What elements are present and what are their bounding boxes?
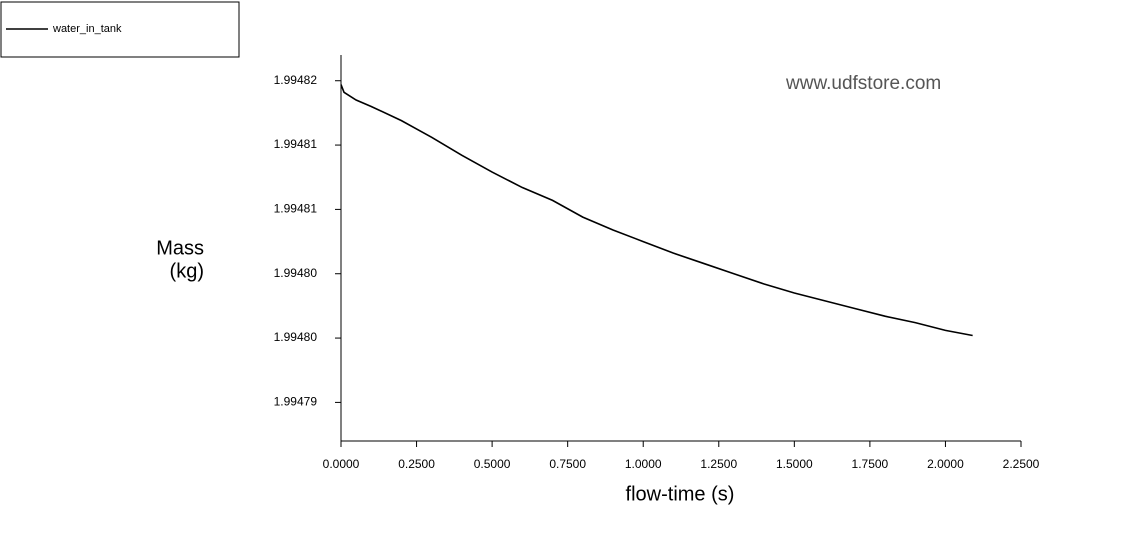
y-axis-label: Mass [156, 237, 204, 259]
legend-label: water_in_tank [52, 23, 122, 35]
y-tick-label: 1.99481 [274, 137, 318, 151]
y-tick-label: 1.99479 [274, 395, 318, 409]
x-tick-label: 2.2500 [1003, 457, 1040, 471]
x-tick-label: 0.2500 [398, 457, 435, 471]
x-tick-label: 0.7500 [549, 457, 586, 471]
x-tick-label: 1.0000 [625, 457, 662, 471]
watermark: www.udfstore.com [785, 73, 941, 94]
y-tick-label: 1.99480 [274, 266, 318, 280]
data-line [340, 84, 973, 337]
y-tick-label: 1.99480 [274, 330, 318, 344]
y-axis-label: (kg) [170, 260, 204, 282]
x-tick-label: 0.0000 [323, 457, 360, 471]
x-axis-label: flow-time (s) [626, 483, 735, 505]
y-tick-label: 1.99481 [274, 202, 318, 216]
x-tick-label: 0.5000 [474, 457, 511, 471]
y-tick-label: 1.99482 [274, 73, 318, 87]
x-tick-label: 1.7500 [852, 457, 889, 471]
x-tick-label: 1.5000 [776, 457, 813, 471]
x-tick-label: 2.0000 [927, 457, 964, 471]
x-tick-label: 1.2500 [700, 457, 737, 471]
